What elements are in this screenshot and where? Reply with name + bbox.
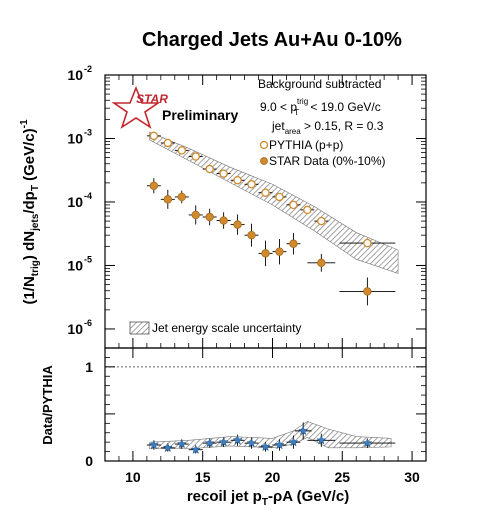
pythia-point	[289, 200, 298, 210]
pythia-point	[163, 138, 173, 148]
legend-label-star-data: STAR Data (0%-10%)	[269, 154, 385, 168]
legend-label-pythia: PYTHIA (p+p)	[269, 138, 343, 152]
star-data-point	[233, 220, 242, 229]
legend-marker-pythia	[259, 140, 269, 150]
pythia-point	[233, 175, 242, 185]
pythia-point	[303, 205, 312, 215]
pythia-point	[317, 216, 326, 226]
star-data-point	[149, 181, 159, 190]
ratio-point	[316, 434, 327, 445]
main-axes: 10-610-510-410-310-2	[67, 64, 427, 348]
star-data-point	[289, 239, 298, 248]
ratio-point	[288, 436, 299, 447]
y-tick-exponent: -5	[84, 254, 92, 264]
y-tick-label: 10	[67, 257, 83, 273]
pythia-point	[205, 164, 214, 174]
x-axis-label: recoil jet pT-ρA (GeV/c)	[187, 488, 349, 508]
chart-title: Charged Jets Au+Au 0-10%	[142, 29, 402, 51]
pythia-point	[177, 146, 187, 155]
pythia-point	[275, 192, 284, 202]
star-logo: STAR	[111, 85, 168, 129]
legend-marker-star-data	[260, 157, 268, 165]
star-data-point	[177, 192, 186, 202]
ratio-point	[176, 438, 187, 449]
star-data-point	[247, 230, 256, 240]
star-data-point	[163, 195, 173, 204]
ratio-point	[218, 436, 229, 447]
star-data-point	[261, 249, 270, 258]
pythia-point	[191, 152, 200, 161]
ratio-point	[246, 437, 257, 448]
star-data-point	[219, 216, 228, 225]
star-logo-text: STAR	[136, 92, 168, 106]
ratio-y-tick-label: 0	[85, 453, 93, 469]
y-tick-exponent: -6	[84, 318, 92, 328]
y-tick-exponent: -3	[84, 127, 92, 137]
x-tick-label: 30	[404, 469, 420, 485]
ratio-axes: 10 15 20 25 30 0 1	[85, 348, 427, 485]
star-data-point	[317, 258, 326, 268]
main-plot-frame	[104, 74, 427, 349]
preliminary-label: Preliminary	[162, 107, 238, 123]
y-axis-label-main: (1/Ntrig) dNjets/dpT (GeV/c)-1	[19, 119, 41, 304]
y-tick-label: 10	[67, 194, 83, 210]
ratio-uncertainty-band	[149, 421, 392, 450]
pythia-point	[219, 169, 228, 178]
x-tick-label: 10	[125, 469, 141, 485]
y-tick-label: 10	[67, 67, 83, 83]
star-data-point	[191, 210, 200, 220]
background-subtracted-note: Background subtracted	[258, 77, 381, 91]
ratio-point	[274, 439, 285, 450]
band-legend-swatch	[129, 321, 150, 335]
x-tick-label: 15	[195, 469, 211, 485]
trigger-range-note: 9.0 < ptrig T < 19.0 GeV/c	[260, 97, 381, 117]
x-tick-label: 25	[334, 469, 350, 485]
ratio-data-points	[146, 422, 396, 455]
y-tick-label: 10	[67, 321, 83, 337]
ratio-point	[162, 442, 173, 453]
legend: PYTHIA (p+p) STAR Data (0%-10%)	[259, 138, 385, 168]
main-data-points	[146, 131, 396, 306]
y-tick-label: 10	[67, 130, 83, 146]
x-tick-label: 20	[265, 469, 281, 485]
band-legend-label: Jet energy scale uncertainty	[152, 321, 301, 335]
pythia-point	[363, 238, 372, 248]
y-tick-exponent: -4	[84, 191, 92, 201]
pythia-point	[149, 131, 159, 141]
ratio-point	[148, 439, 159, 450]
pythia-point	[247, 180, 256, 189]
jet-area-note: jetarea > 0.15, R = 0.3	[271, 119, 384, 136]
star-data-point	[363, 287, 372, 296]
ratio-point	[190, 444, 201, 455]
star-data-point	[275, 247, 284, 256]
y-axis-label-ratio: Data/PYTHIA	[40, 365, 55, 445]
ratio-point	[232, 434, 243, 445]
ratio-y-tick-label: 1	[85, 359, 93, 375]
ratio-uncertainty-band-layer	[149, 421, 392, 450]
star-logo-shape	[111, 85, 161, 129]
y-tick-exponent: -2	[84, 64, 92, 74]
ratio-point	[362, 437, 373, 448]
ratio-point	[298, 425, 309, 436]
ratio-point	[204, 437, 215, 448]
ratio-point	[260, 441, 271, 452]
star-data-point	[205, 212, 214, 222]
pythia-point	[261, 188, 270, 197]
